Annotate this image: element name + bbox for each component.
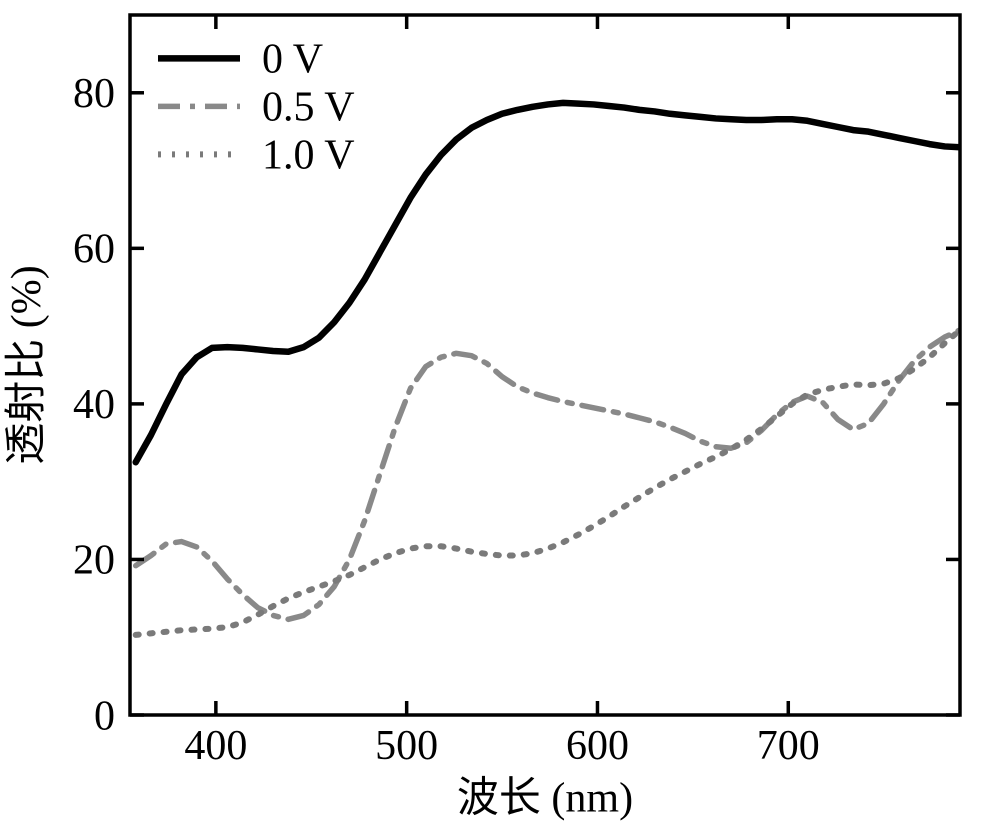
y-tick-label: 20: [73, 538, 115, 584]
transmittance-chart: 400 500 600 700 0 20 40 60 80 波长 (nm) 透射比 (%) 0 V0…: [0, 0, 1000, 831]
y-tick-label: 80: [73, 71, 115, 117]
x-tick-label: 700: [757, 723, 820, 769]
y-tick-label: 40: [73, 382, 115, 428]
y-axis-label: 透射比 (%): [4, 265, 50, 464]
x-axis-label: 波长 (nm): [457, 776, 633, 822]
legend-label: 0 V: [262, 37, 323, 83]
x-tick-label: 600: [566, 723, 629, 769]
x-tick-label: 400: [184, 723, 247, 769]
y-tick-label: 60: [73, 227, 115, 273]
x-tick-label: 500: [375, 723, 438, 769]
legend-label: 1.0 V: [262, 133, 355, 179]
legend-label: 0.5 V: [262, 85, 355, 131]
y-tick-label: 0: [94, 693, 115, 739]
